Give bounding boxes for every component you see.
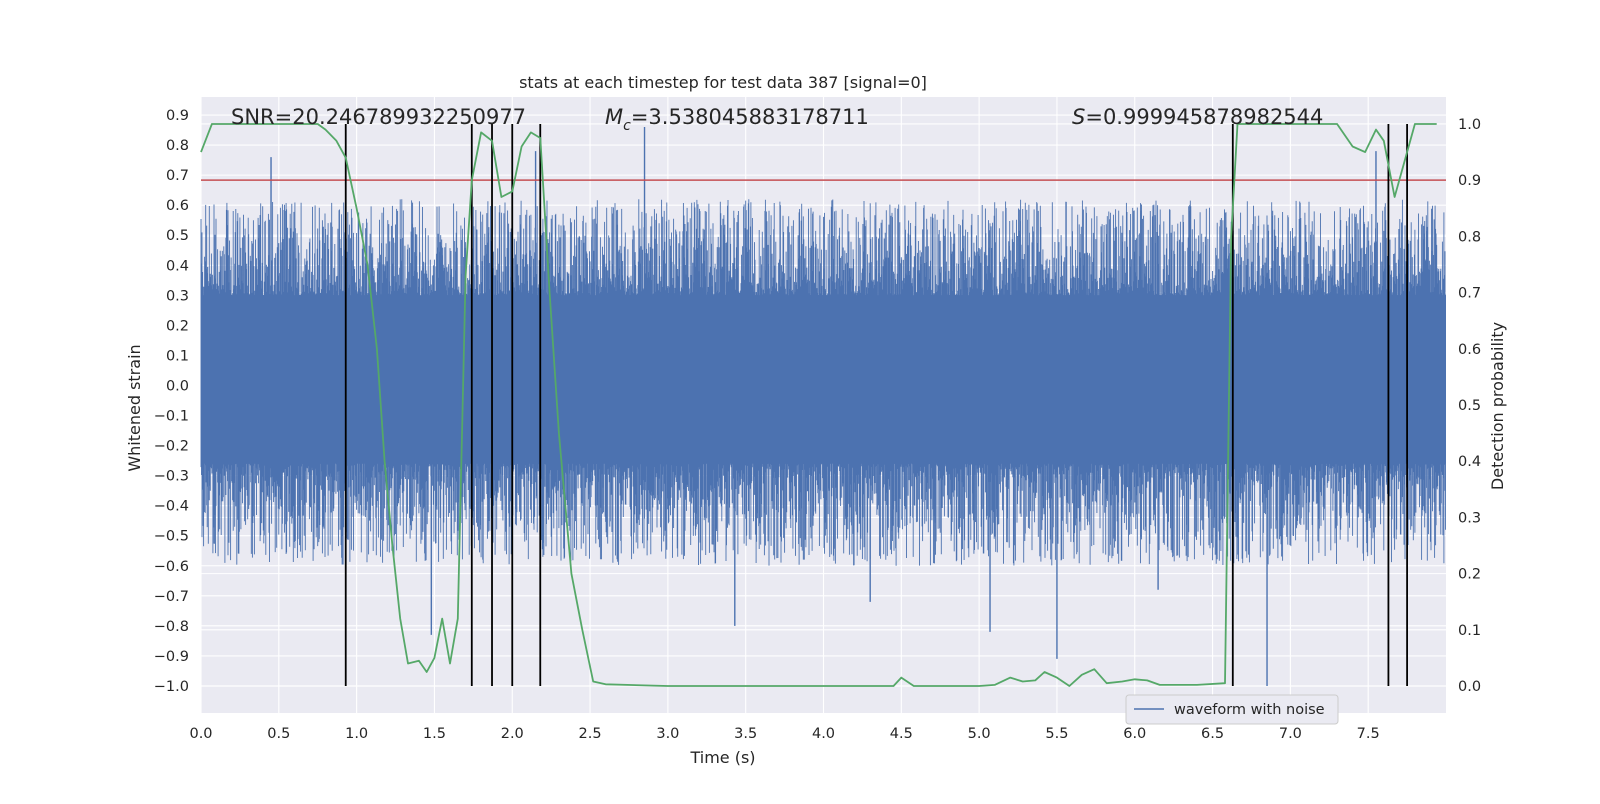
probability-line [200,123,1437,687]
y-left-tick-label: 0.9 [166,108,189,124]
legend-box [1125,694,1339,725]
x-tick-label: 4.0 [812,726,835,742]
y-left-tick-label: −0.4 [154,499,189,515]
waveform-trace [200,199,1446,566]
y-left-tick-label: −0.5 [154,529,189,545]
y-right-tick-label: 0.9 [1458,173,1481,189]
y-left-tick-label: 0.5 [166,228,189,244]
y-left-tick-label: −0.2 [154,439,189,455]
significance-value: =0.999945878982544 [1085,105,1323,129]
x-tick-label: 0.0 [189,726,212,742]
y-left-tick-label: 0.2 [166,318,189,334]
waveform-series [200,127,1446,686]
y-left-tick-label: 0.3 [166,288,189,304]
chart-title: stats at each timestep for test data 387… [519,73,927,92]
y-left-tick-label: 0.0 [166,378,189,394]
chirp-mass-value: =3.538045883178711 [631,105,869,129]
y-left-tick-label: −1.0 [154,679,189,695]
x-tick-label: 0.5 [267,726,290,742]
y-left-tick-labels: 0.9 0.8 0.7 0.6 0.5 0.4 0.3 0.2 0.1 0.0 −0.1 −0.2 −0… [154,108,189,695]
significance-symbol: S [1072,105,1085,129]
x-tick-label: 5.0 [968,726,991,742]
x-tick-label: 5.5 [1045,726,1068,742]
y-right-tick-label: 0.2 [1458,567,1481,583]
y-right-tick-label: 0.8 [1458,229,1481,245]
y-right-tick-label: 0.6 [1458,342,1481,358]
x-tick-label: 3.0 [656,726,679,742]
y-left-tick-label: −0.8 [154,619,189,635]
y-left-tick-label: −0.1 [154,409,189,425]
y-right-tick-label: 0.0 [1458,679,1481,695]
y-left-tick-label: −0.6 [154,559,189,575]
y-right-tick-label: 0.7 [1458,286,1481,302]
y-left-tick-label: −0.7 [154,589,189,605]
x-tick-label: 3.5 [734,726,757,742]
x-tick-label: 2.5 [579,726,602,742]
y-right-tick-label: 0.1 [1458,623,1481,639]
y-left-tick-label: −0.3 [154,469,189,485]
y-left-tick-label: −0.9 [154,649,189,665]
x-tick-label: 7.0 [1279,726,1302,742]
x-tick-label: 2.0 [501,726,524,742]
x-tick-label: 6.5 [1201,726,1224,742]
probability-series [200,123,1437,687]
x-tick-labels: 0.0 0.5 1.0 1.5 2.0 2.5 3.0 3.5 4.0 4.5 5.0 5.5 6.0 6… [189,726,1379,742]
x-tick-label: 1.0 [345,726,368,742]
y-right-tick-label: 0.3 [1458,510,1481,526]
y-left-tick-label: 0.6 [166,198,189,214]
x-axis-label: Time (s) [689,748,755,767]
x-tick-label: 7.5 [1357,726,1380,742]
y-left-tick-label: 0.4 [166,258,189,274]
legend-label: waveform with noise [1174,702,1325,718]
y-left-tick-label: 0.1 [166,348,189,364]
chirp-mass-subscript: c [623,118,631,134]
y-right-tick-labels: 1.0 0.9 0.8 0.7 0.6 0.5 0.4 0.3 0.2 0.1 0.0 [1458,117,1481,695]
y-right-tick-label: 0.4 [1458,454,1481,470]
y-axis-label-right: Detection probability [1488,322,1507,490]
y-right-tick-label: 0.5 [1458,398,1481,414]
snr-annotation: SNR=20.246789932250977 [231,105,526,129]
x-tick-label: 1.5 [423,726,446,742]
significance-annotation: S=0.999945878982544 [1072,105,1323,129]
x-tick-label: 6.0 [1123,726,1146,742]
x-tick-label: 4.5 [890,726,913,742]
y-left-tick-label: 0.7 [166,168,189,184]
y-left-tick-label: 0.8 [166,138,189,154]
legend: waveform with noise [1125,694,1339,725]
y-right-tick-label: 1.0 [1458,117,1481,133]
chirp-mass-annotation: Mc=3.538045883178711 [605,105,869,134]
y-axis-label-left: Whitened strain [125,344,144,471]
chirp-mass-symbol: M [605,105,623,129]
